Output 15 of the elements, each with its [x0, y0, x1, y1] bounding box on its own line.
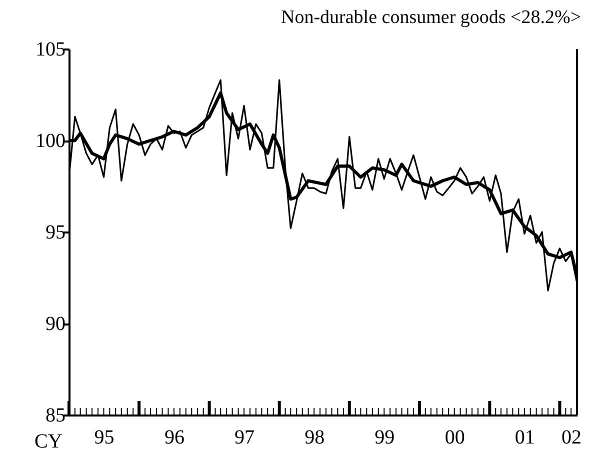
x-tick-label: 01: [514, 426, 535, 448]
x-tick-label: 96: [164, 426, 184, 448]
y-tick-label: 100: [36, 130, 66, 152]
x-tick-label: 00: [444, 426, 465, 448]
x-tick-label: 99: [374, 426, 395, 448]
x-tick-label: 97: [234, 426, 255, 448]
x-tick-label: 98: [304, 426, 325, 448]
x-axis-title: CY: [34, 430, 62, 452]
x-tick-label: 02: [562, 426, 582, 448]
chart-title: Non-durable consumer goods <28.2%>: [281, 7, 582, 28]
y-tick-label: 105: [36, 38, 66, 60]
y-tick-label: 85: [46, 404, 66, 426]
y-tick-label: 95: [46, 222, 66, 244]
x-tick-label: 95: [94, 426, 114, 448]
y-tick-label: 90: [46, 313, 66, 335]
